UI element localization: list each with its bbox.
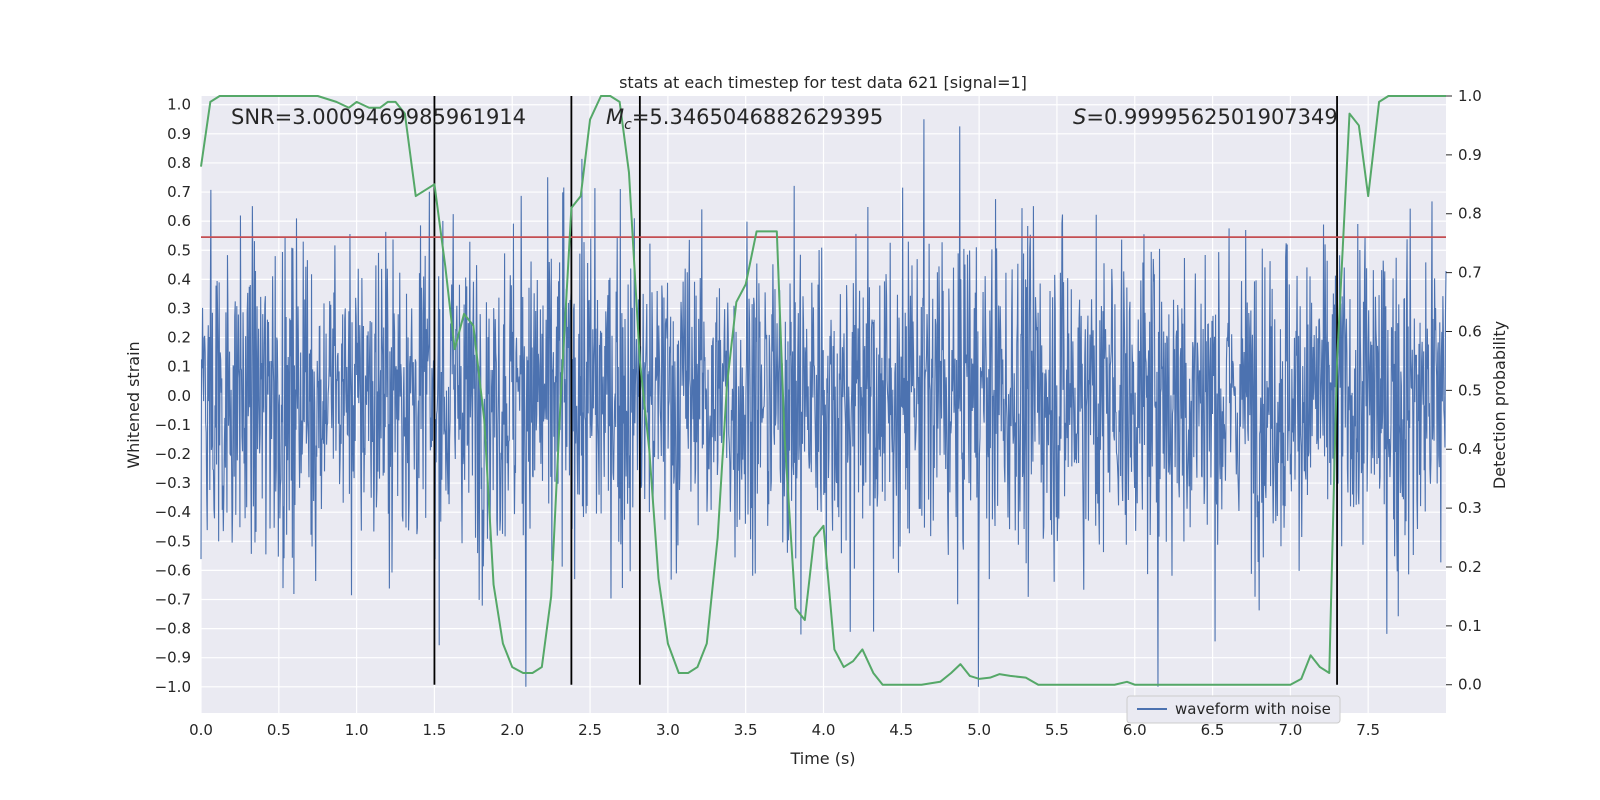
x-tick-label-10: 5.0 [967,721,991,739]
mc-subscript: c [624,117,632,133]
x-tick-label-1: 0.5 [267,721,291,739]
x-tick-label-12: 6.0 [1123,721,1147,739]
y-left-tick-label-7: 0.3 [167,299,191,317]
snr-annotation: SNR=3.0009469985961914 [231,105,526,129]
y-left-axis-label: Whitened strain [124,341,143,468]
mc-symbol: M [606,105,624,129]
x-tick-label-15: 7.5 [1356,721,1380,739]
x-tick-label-11: 5.5 [1045,721,1069,739]
y-left-tick-label-11: −0.1 [155,416,191,434]
y-right-tick-label-2: 0.8 [1458,205,1482,223]
probability-series [200,95,1446,686]
s-annotation: S=0.9999562501907349 [1073,105,1338,129]
x-tick-label-0: 0.0 [189,721,213,739]
x-tick-label-13: 6.5 [1201,721,1225,739]
chart-title: stats at each timestep for test data 621… [619,73,1027,92]
legend-label: waveform with noise [1175,700,1331,718]
x-axis-label: Time (s) [789,749,855,768]
y-left-tick-label-10: 0.0 [167,387,191,405]
y-right-tick-labels: 1.0 0.9 0.8 0.7 0.6 0.5 0.4 0.3 0.2 0.1 0.0 [1446,87,1482,694]
s-value: =0.9999562501907349 [1086,105,1337,129]
y-left-tick-label-0: 1.0 [167,96,191,114]
y-right-tick-label-6: 0.4 [1458,440,1482,458]
y-left-tick-label-15: −0.5 [155,532,191,550]
y-left-tick-label-6: 0.4 [167,270,191,288]
y-right-tick-label-10: 0.0 [1458,676,1482,694]
y-right-tick-label-1: 0.9 [1458,146,1482,164]
probability-line [200,95,1446,686]
y-right-tick-label-3: 0.7 [1458,264,1482,282]
y-left-tick-label-8: 0.2 [167,329,191,347]
y-left-tick-label-19: −0.9 [155,649,191,667]
y-left-tick-label-3: 0.7 [167,183,191,201]
y-right-tick-label-7: 0.3 [1458,499,1482,517]
y-left-tick-label-9: 0.1 [167,358,191,376]
y-left-tick-label-13: −0.3 [155,474,191,492]
legend: waveform with noise [1126,695,1341,724]
y-right-tick-label-8: 0.2 [1458,558,1482,576]
waveform-line [200,119,1447,687]
y-right-axis-label: Detection probability [1490,321,1509,489]
y-right-tick-label-4: 0.6 [1458,322,1482,340]
x-tick-labels: 0.0 0.5 1.0 1.5 2.0 2.5 3.0 3.5 4.0 4.5 5.0 5.5 6.0 6… [189,721,1380,739]
y-left-tick-labels: 1.0 0.9 0.8 0.7 0.6 0.5 0.4 0.3 0.2 0.1 0.0 −0.1 −0.… [155,96,191,696]
x-tick-label-8: 4.0 [812,721,836,739]
x-tick-label-7: 3.5 [734,721,758,739]
s-symbol: S [1073,105,1086,129]
mc-value: =5.3465046882629395 [632,105,883,129]
x-tick-label-9: 4.5 [889,721,913,739]
x-tick-label-3: 1.5 [423,721,447,739]
mc-annotation: Mc=5.3465046882629395 [606,105,883,133]
x-tick-label-6: 3.0 [656,721,680,739]
y-left-tick-label-16: −0.6 [155,561,191,579]
y-left-tick-label-5: 0.5 [167,241,191,259]
y-left-tick-label-20: −1.0 [155,678,191,696]
y-right-tick-label-0: 1.0 [1458,87,1482,105]
y-right-tick-label-5: 0.5 [1458,381,1482,399]
y-right-tick-label-9: 0.1 [1458,617,1482,635]
legend-box [1126,695,1341,724]
y-left-tick-label-12: −0.2 [155,445,191,463]
x-tick-label-5: 2.5 [578,721,602,739]
y-left-tick-label-14: −0.4 [155,503,191,521]
y-left-tick-label-17: −0.7 [155,590,191,608]
y-left-tick-label-2: 0.8 [167,154,191,172]
x-tick-label-14: 7.0 [1278,721,1302,739]
y-left-tick-label-18: −0.8 [155,620,191,638]
x-tick-label-2: 1.0 [345,721,369,739]
y-left-tick-label-4: 0.6 [167,212,191,230]
x-tick-label-4: 2.0 [500,721,524,739]
y-left-tick-label-1: 0.9 [167,125,191,143]
waveform-series [200,119,1447,687]
